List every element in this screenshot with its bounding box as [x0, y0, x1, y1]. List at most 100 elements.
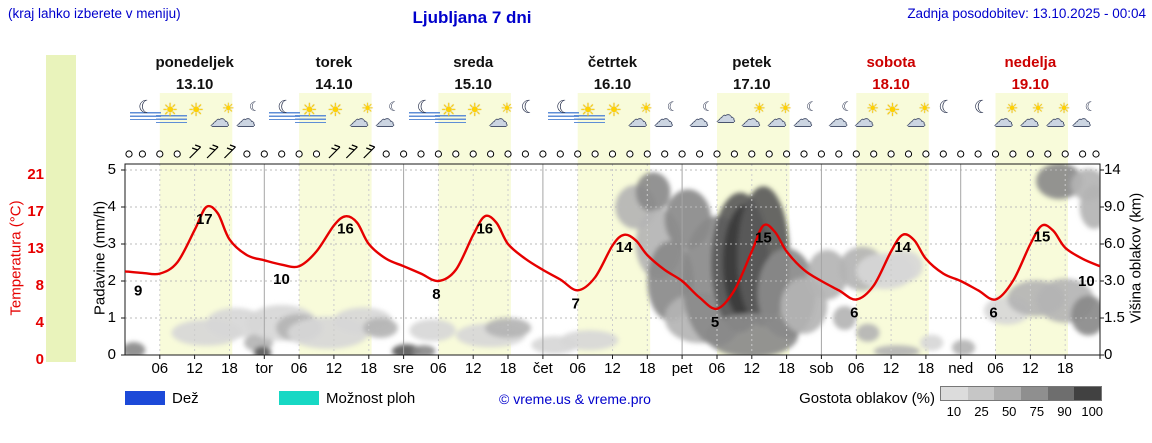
- temp-value-label: 6: [850, 305, 858, 322]
- density-tick-label: 50: [1001, 404, 1017, 419]
- wind-calm-icon: [1079, 150, 1087, 158]
- cloud-blob: [920, 334, 944, 351]
- wind-calm-icon: [539, 150, 547, 158]
- day-band: [856, 93, 929, 355]
- cloud-blob: [409, 319, 456, 342]
- temp-value-label: 8: [432, 286, 440, 303]
- temperature-curve: [125, 204, 1100, 311]
- rain-legend-label: Dež: [172, 390, 199, 407]
- cloud-density-scale: [940, 386, 1102, 401]
- cloud-blob: [125, 342, 146, 355]
- temp-value-label: 14: [894, 239, 911, 256]
- wind-calm-icon: [469, 150, 477, 158]
- wind-barb-icon: [328, 144, 341, 159]
- density-tick-label: 75: [1029, 404, 1045, 419]
- wind-calm-icon: [156, 150, 164, 158]
- density-swatch: [967, 387, 995, 400]
- temp-value-label: 9: [134, 283, 142, 300]
- page-title: Ljubljana 7 dni: [412, 8, 532, 27]
- wind-calm-icon: [678, 150, 686, 158]
- wind-calm-icon: [626, 150, 634, 158]
- day-band: [438, 93, 511, 355]
- temp-value-label: 16: [476, 220, 493, 237]
- temp-value-label: 14: [616, 239, 633, 256]
- density-tick-label: 100: [1081, 404, 1104, 419]
- wind-calm-icon: [661, 150, 669, 158]
- wind-calm-icon: [974, 150, 982, 158]
- wind-calm-icon: [800, 150, 808, 158]
- temperature-value-labels: 9 17 10 16 8 16 7 14 5 15 6 14 6 15 10: [134, 211, 1095, 331]
- wind-calm-icon: [173, 150, 181, 158]
- wind-calm-icon: [260, 150, 268, 158]
- cloud-blob: [484, 317, 532, 338]
- temp-value-label: 16: [337, 220, 354, 237]
- wind-calm-icon: [643, 150, 651, 158]
- cloud-blob: [1036, 164, 1083, 200]
- plot-frame: [121, 163, 1104, 359]
- wind-calm-icon: [452, 150, 460, 158]
- wind-calm-icon: [295, 150, 303, 158]
- location-hint: (kraj lahko izberete v meniju): [8, 6, 181, 21]
- temp-value-label: 15: [1034, 229, 1051, 246]
- wind-calm-icon: [504, 150, 512, 158]
- wind-calm-icon: [1044, 150, 1052, 158]
- temp-value-label: 5: [711, 314, 719, 331]
- cloud-blob: [952, 339, 976, 355]
- wind-calm-icon: [870, 150, 878, 158]
- wind-calm-icon: [887, 150, 895, 158]
- wind-row: [125, 144, 1100, 159]
- wind-calm-icon: [312, 150, 321, 158]
- wind-calm-icon: [783, 150, 791, 158]
- temperature-colorbar: [46, 55, 76, 362]
- cloud-blob: [1071, 295, 1100, 336]
- wind-calm-icon: [835, 150, 843, 158]
- wind-calm-icon: [138, 150, 146, 158]
- wind-calm-icon: [852, 150, 860, 158]
- cloud-blob: [206, 307, 265, 338]
- density-swatch: [1074, 387, 1102, 400]
- wind-calm-icon: [243, 150, 251, 158]
- wind-barb-icon: [189, 144, 202, 159]
- wind-calm-icon: [904, 150, 913, 158]
- wind-barb-icon: [224, 144, 236, 159]
- density-swatch: [1047, 387, 1075, 400]
- wind-calm-icon: [574, 150, 582, 158]
- wind-calm-icon: [1092, 150, 1100, 158]
- wind-calm-icon: [521, 150, 530, 158]
- wind-calm-icon: [417, 150, 425, 158]
- wind-calm-icon: [382, 150, 390, 158]
- wind-calm-icon: [765, 150, 773, 158]
- temp-value-label: 6: [989, 305, 997, 322]
- wind-calm-icon: [434, 150, 442, 158]
- wind-barb-icon: [206, 144, 219, 159]
- showers-legend-swatch: [279, 391, 319, 405]
- wind-barb-icon: [363, 144, 376, 159]
- density-tick-label: 10: [946, 404, 962, 419]
- temp-value-label: 7: [572, 295, 580, 312]
- cloud-blob: [363, 317, 398, 338]
- cloud-density-tick-row: 10 25 50 75 90 100: [940, 404, 1106, 419]
- cloud-blob: [635, 172, 671, 213]
- wind-calm-icon: [591, 150, 599, 158]
- wind-calm-icon: [487, 150, 495, 158]
- cloud-blob: [253, 346, 272, 355]
- wind-calm-icon: [278, 150, 286, 158]
- wind-calm-icon: [1026, 150, 1035, 158]
- cloud-blob: [833, 306, 857, 330]
- cloud-blob: [873, 345, 921, 355]
- grid: [125, 164, 1100, 355]
- wind-calm-icon: [556, 150, 564, 158]
- wind-calm-icon: [1061, 150, 1069, 158]
- wind-calm-icon: [713, 150, 721, 158]
- cloud-blob: [412, 345, 436, 355]
- wind-calm-icon: [608, 150, 617, 158]
- last-updated: Zadnja posodobitev: 13.10.2025 - 00:04: [907, 6, 1146, 21]
- wind-calm-icon: [125, 150, 133, 158]
- density-tick-label: 90: [1057, 404, 1072, 419]
- wind-calm-icon: [1009, 150, 1017, 158]
- wind-barb-icon: [345, 144, 358, 159]
- wind-calm-icon: [748, 150, 756, 158]
- copyright-link[interactable]: © vreme.us & vreme.pro: [499, 391, 651, 407]
- wind-calm-icon: [939, 150, 947, 158]
